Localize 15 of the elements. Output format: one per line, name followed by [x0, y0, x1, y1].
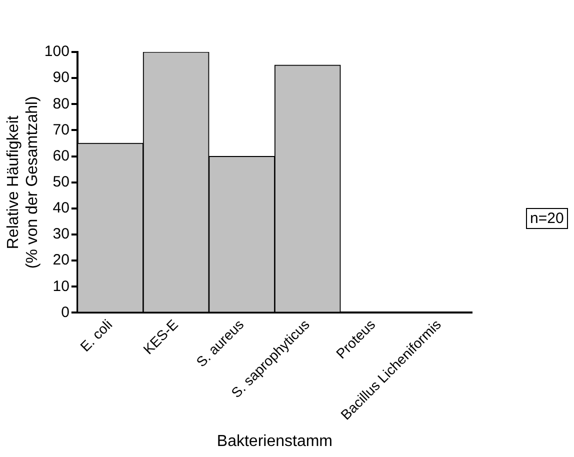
y-tick-label: 70 [52, 121, 70, 138]
y-tick-label: 80 [52, 95, 70, 112]
y-tick-label: 90 [52, 69, 70, 86]
y-tick-label: 50 [52, 174, 70, 191]
y-tick-label: 10 [52, 278, 70, 295]
y-axis-title: Relative Häufigkeit (% von der Gesamtzahl) [5, 96, 42, 269]
y-tick-label: 40 [52, 200, 70, 217]
x-tick-label: E. coli [76, 316, 116, 354]
y-tick-label: 0 [61, 304, 70, 321]
y-tick-label: 30 [52, 226, 70, 243]
y-tick-label: 20 [52, 252, 70, 269]
x-axis-title: Bakterienstamm [216, 432, 333, 450]
y-tick-label: 100 [44, 43, 70, 60]
y-tick-label: 60 [52, 147, 70, 164]
text: n=20 [526, 208, 568, 229]
